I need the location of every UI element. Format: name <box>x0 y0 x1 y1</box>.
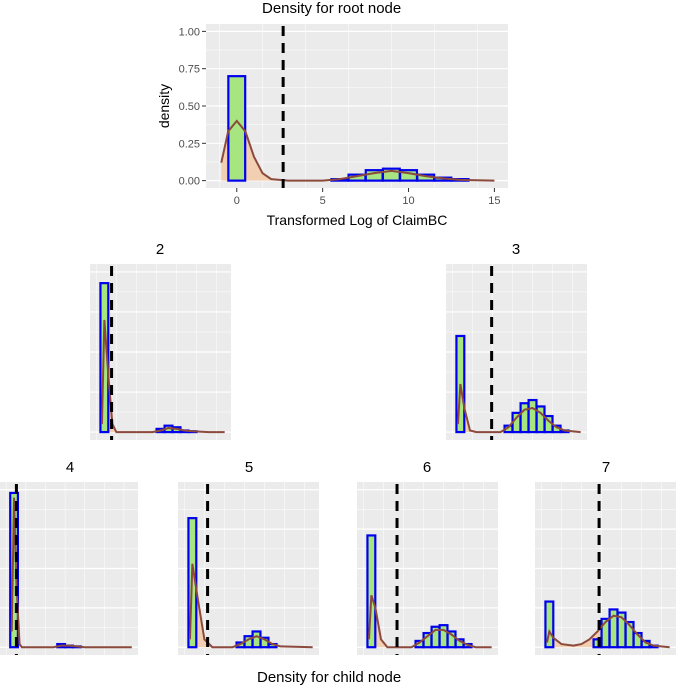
panel-title: 5 <box>245 459 253 476</box>
y-tick-label: 1.00 <box>179 26 200 38</box>
root-title: Density for root node <box>262 0 402 17</box>
x-tick-label: 15 <box>488 195 500 207</box>
y-tick-label: 0.50 <box>179 101 200 113</box>
panel-5: 5 <box>178 459 319 655</box>
panel-root: 0.00 0.25 0.50 0.75 1.00 0 5 10 15 Transformed Lo… <box>156 24 508 228</box>
density-area <box>221 120 495 181</box>
x-tick-label: 5 <box>320 195 326 207</box>
density-line <box>367 594 492 649</box>
histogram-bar <box>366 534 377 649</box>
histogram-bar <box>227 75 247 182</box>
density-line <box>100 319 225 434</box>
panel-title: 3 <box>512 241 520 258</box>
footer-title: Density for child node <box>257 669 402 686</box>
density-line <box>188 563 313 649</box>
density-line <box>545 614 670 649</box>
y-tick-label: 0.00 <box>179 176 200 188</box>
y-tick-label: 0.75 <box>179 64 200 76</box>
histogram-bar <box>438 624 449 649</box>
y-tick-label: 0.25 <box>179 138 200 150</box>
x-tick-label: 10 <box>402 195 414 207</box>
panel-title: 7 <box>602 459 610 476</box>
density-area <box>189 563 313 648</box>
histogram-bar <box>251 630 262 649</box>
histogram-bar <box>527 398 538 434</box>
histogram-bar <box>544 600 555 649</box>
panel-7: 7 <box>535 459 676 655</box>
density-line <box>456 383 581 434</box>
panel-2: 2 <box>90 241 231 440</box>
histogram-bar <box>519 402 530 434</box>
x-axis-label: Transformed Log of ClaimBC <box>267 212 448 228</box>
x-tick-label: 0 <box>234 195 240 207</box>
y-axis-label: density <box>156 84 172 128</box>
panel-title: 6 <box>423 459 431 476</box>
panel-title: 2 <box>156 241 164 258</box>
panel-title: 4 <box>66 459 74 476</box>
panel-3: 3 <box>446 241 587 440</box>
panel-6: 6 <box>357 459 498 655</box>
panel-4: 4 <box>0 459 138 655</box>
density-line <box>220 119 495 182</box>
